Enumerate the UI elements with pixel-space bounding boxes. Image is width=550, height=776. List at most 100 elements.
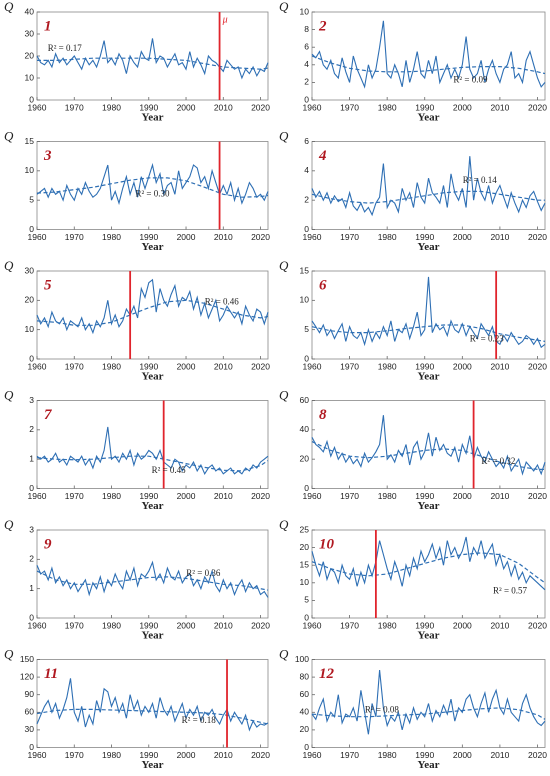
y-tick-label: 0 [29,94,34,104]
x-tick-label: 1960 [28,620,47,630]
y-tick-label: 30 [25,265,35,275]
x-tick-label: 1980 [378,232,397,242]
y-tick-label: 2 [304,194,309,204]
panel-label: 6 [319,277,327,293]
x-axis-label: Year [142,241,164,253]
x-tick-label: 1990 [139,102,158,112]
x-tick-label: 2020 [251,102,270,112]
x-tick-label: 2010 [490,491,509,501]
y-tick-label: 2 [304,77,309,87]
x-tick-label: 2020 [251,750,270,760]
data-line [311,536,546,591]
panel-label: 11 [44,666,58,682]
data-line [36,38,269,80]
x-tick-label: 2000 [177,491,196,501]
trend-line [311,55,546,75]
x-tick-label: 1970 [65,491,84,501]
x-tick-label: 2000 [453,361,472,371]
panel-label: 5 [44,277,52,293]
trend-line [311,707,546,720]
plot-frame [311,141,546,230]
y-tick-label: 10 [25,72,35,82]
x-tick-label: 2020 [528,361,547,371]
y-tick-label: 15 [25,136,35,146]
panel-label: 1 [44,18,52,34]
y-tick-label: 25 [300,524,310,534]
trend-line [311,324,546,342]
y-tick-label: 60 [300,689,310,699]
data-line [311,276,546,349]
plot-frame [36,400,269,489]
x-tick-label: 2010 [490,361,509,371]
r-squared: R² = 0.17 [48,43,83,53]
x-tick-label: 1980 [102,232,121,242]
data-line [36,162,269,206]
data-line [311,670,546,735]
x-tick-label: 1960 [303,750,322,760]
x-axis-label: Year [418,371,440,383]
x-tick-label: 1980 [102,620,121,630]
x-tick-label: 1990 [139,232,158,242]
x-tick-label: 1990 [415,620,434,630]
y-tick-label: 10 [300,577,310,587]
x-tick-label: 1980 [102,102,121,112]
r-squared: R² = 0.18 [182,715,217,725]
x-tick-label: 1980 [378,102,397,112]
y-tick-label: 8 [304,24,309,34]
x-axis-label: Year [142,112,164,124]
r-squared: R² = 0.23 [470,334,505,344]
x-tick-label: 1960 [303,232,322,242]
y-tick-label: 40 [300,707,310,717]
x-tick-label: 1960 [303,361,322,371]
plot-frame [36,529,269,619]
x-axis-label: Year [418,112,440,124]
y-axis-label: Q [279,387,289,402]
x-tick-label: 1980 [102,750,121,760]
y-tick-label: 0 [304,612,309,622]
y-tick-label: 0 [304,483,309,493]
x-axis-label: Year [418,500,440,512]
data-line [36,678,269,732]
x-axis-label: Year [418,241,440,253]
y-tick-label: 30 [25,28,35,38]
y-tick-label: 15 [300,265,310,275]
x-axis-label: Year [142,500,164,512]
r-squared: R² = 0.08 [365,705,400,715]
x-tick-label: 2020 [251,361,270,371]
data-line [311,415,546,476]
y-axis-label: Q [4,517,14,532]
panel-label: 4 [318,148,327,164]
y-tick-label: 100 [295,654,309,664]
x-tick-label: 1980 [378,620,397,630]
x-tick-label: 2000 [453,491,472,501]
panel-label: 7 [44,407,52,423]
y-tick-label: 20 [25,295,35,305]
y-tick-label: 10 [25,165,35,175]
y-tick-label: 0 [29,353,34,363]
y-tick-label: 0 [304,224,309,234]
panel-label: 10 [319,536,335,552]
y-axis-label: Q [4,0,14,14]
r-squared: R² = 0.09 [453,75,488,85]
x-tick-label: 2000 [177,232,196,242]
x-tick-label: 1960 [303,620,322,630]
x-tick-label: 1990 [139,491,158,501]
x-tick-label: 1970 [65,620,84,630]
y-tick-label: 150 [20,654,34,664]
x-tick-label: 2000 [453,620,472,630]
panel-label: 9 [44,536,52,552]
plot-frame [311,400,546,489]
y-tick-label: 30 [25,724,35,734]
x-tick-label: 1990 [415,102,434,112]
x-tick-label: 1970 [340,750,359,760]
x-tick-label: 1980 [378,750,397,760]
x-tick-label: 1960 [28,102,47,112]
x-tick-label: 1990 [139,750,158,760]
x-tick-label: 1960 [303,102,322,112]
x-tick-label: 2020 [528,491,547,501]
y-tick-label: 5 [304,324,309,334]
y-axis-label: Q [4,387,14,402]
r-squared: R² = 0.46 [205,297,240,307]
x-tick-label: 1990 [139,361,158,371]
